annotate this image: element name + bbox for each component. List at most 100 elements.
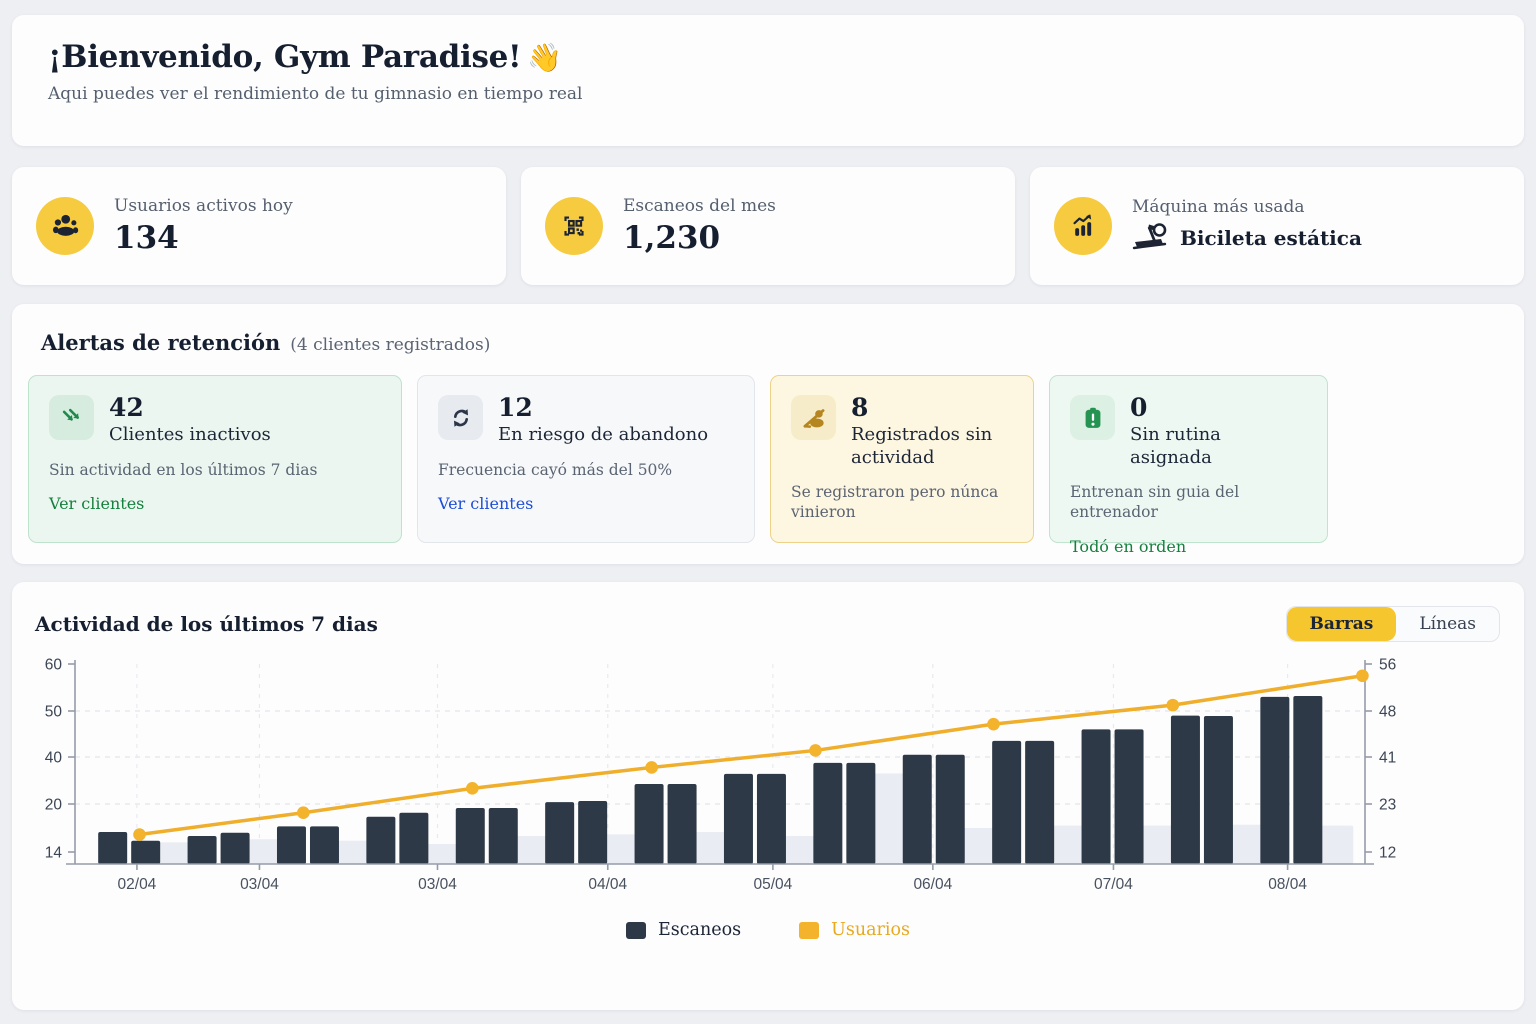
- bar-escaneos: [1203, 716, 1233, 864]
- bar-escaneos: [813, 762, 843, 864]
- welcome-banner: ¡Bienvenido, Gym Paradise! 👋 Aqui puedes …: [12, 15, 1524, 146]
- x-axis-tick: 07/04: [1094, 876, 1133, 893]
- bar-background: [157, 842, 192, 864]
- right-axis-tick: 48: [1379, 704, 1396, 721]
- alert-count: 8: [851, 393, 869, 422]
- bar-escaneos: [187, 836, 217, 864]
- alert-card-churn-risk: 12 En riesgo de abandono Frecuencia cayó…: [417, 375, 755, 543]
- user-slash-icon: [791, 395, 836, 440]
- alert-description: Sin actividad en los últimos 7 dias: [49, 460, 318, 479]
- left-axis-tick: 40: [45, 750, 63, 767]
- alert-description: Frecuencia cayó más del 50%: [438, 460, 673, 479]
- bar-background: [961, 828, 996, 864]
- escaneos-swatch: [625, 921, 646, 939]
- page-title: ¡Bienvenido, Gym Paradise! 👋: [48, 39, 1488, 75]
- right-axis-tick: 12: [1379, 845, 1396, 862]
- refresh-icon: [438, 395, 483, 440]
- chart-title: Actividad de los últimos 7 dias: [35, 612, 378, 636]
- bar-escaneos: [846, 762, 876, 864]
- alert-count: 12: [498, 393, 533, 422]
- chart-up-icon: [1054, 197, 1112, 255]
- alerts-section-title: Alertas de retención: [41, 330, 281, 355]
- view-clients-link[interactable]: Ver clientes: [438, 493, 534, 513]
- bar-escaneos: [488, 808, 518, 864]
- view-clients-link[interactable]: Ver clientes: [49, 493, 145, 513]
- bar-background: [514, 836, 549, 864]
- stat-label: Usuarios activos hoy: [114, 196, 293, 216]
- bar-escaneos: [545, 802, 575, 864]
- bar-escaneos: [455, 808, 485, 864]
- legend-label: Usuarios: [831, 920, 911, 940]
- bar-escaneos: [992, 740, 1022, 864]
- right-axis-tick: 23: [1379, 797, 1396, 814]
- alert-title: Registrados sin actividad: [851, 424, 993, 468]
- bar-background: [1319, 825, 1354, 864]
- treadmill-icon: [1132, 221, 1170, 255]
- line-point-usuarios: [297, 806, 310, 820]
- bar-background: [1051, 825, 1086, 864]
- alert-title: En riesgo de abandono: [498, 424, 709, 446]
- chart-legend: Escaneos Usuarios: [12, 920, 1524, 940]
- alert-description: Se registraron pero núnca vinieron: [791, 483, 999, 522]
- stat-label: Máquina más usada: [1132, 197, 1305, 217]
- bar-escaneos: [634, 784, 664, 864]
- right-axis-tick: 41: [1379, 750, 1396, 767]
- usuarios-swatch: [799, 921, 820, 939]
- bar-background: [1140, 825, 1175, 864]
- stat-value: 1,230: [623, 220, 721, 256]
- stats-row: Usuarios activos hoy 134 Escaneos del me…: [12, 167, 1524, 285]
- trending-down-icon: [49, 395, 94, 440]
- bar-background: [604, 834, 639, 864]
- stat-label: Escaneos del mes: [623, 196, 776, 216]
- bar-escaneos: [1025, 740, 1055, 864]
- x-axis-tick: 03/04: [240, 876, 279, 893]
- alert-card-registered-no-activity: 8 Registrados sin actividad Se registrar…: [770, 375, 1034, 543]
- bar-background: [782, 836, 817, 864]
- x-axis-tick: 03/04: [418, 876, 457, 893]
- activity-chart: 60 50 40 20 14 56 48 41 23 12 02/04 03/04 03/04 04/04…: [45, 657, 1397, 894]
- x-axis-tick: 06/04: [913, 876, 952, 893]
- alert-card-inactive-clients: 42 Clientes inactivos Sin actividad en l…: [28, 375, 402, 543]
- alert-description: Entrenan sin guia del entrenador: [1070, 483, 1240, 522]
- bar-escaneos: [902, 754, 932, 864]
- line-point-usuarios: [987, 717, 1000, 731]
- bar-escaneos: [276, 826, 306, 864]
- bar-background: [425, 844, 460, 864]
- stat-value: Bicileta estática: [1180, 226, 1362, 250]
- bar-escaneos: [723, 773, 753, 864]
- line-point-usuarios: [466, 782, 479, 795]
- bar-escaneos: [309, 826, 339, 864]
- toggle-lines-button[interactable]: Líneas: [1396, 607, 1499, 641]
- bar-escaneos: [667, 784, 697, 864]
- x-axis-tick: 08/04: [1268, 876, 1307, 893]
- chart-view-toggle: Barras Líneas: [1285, 606, 1500, 642]
- legend-item-usuarios: Usuarios: [799, 920, 910, 940]
- bar-background: [1229, 824, 1264, 864]
- clipboard-alert-icon: [1070, 395, 1115, 440]
- bar-escaneos: [578, 800, 608, 864]
- qr-scan-icon: [545, 197, 603, 255]
- left-axis-tick: 14: [45, 845, 63, 862]
- users-icon: [36, 197, 94, 255]
- bar-escaneos: [399, 812, 429, 864]
- toggle-bars-button[interactable]: Barras: [1286, 607, 1397, 641]
- bar-background: [335, 840, 370, 864]
- page-title-text: ¡Bienvenido, Gym Paradise!: [48, 39, 522, 75]
- bar-escaneos: [935, 754, 965, 864]
- line-point-usuarios: [645, 761, 658, 774]
- activity-chart-section: Actividad de los últimos 7 dias Barras L…: [12, 582, 1524, 1010]
- bar-escaneos: [220, 832, 250, 864]
- stat-card-top-machine: Máquina más usada Bicileta estática: [1030, 167, 1524, 285]
- line-point-usuarios: [1356, 669, 1369, 683]
- alert-count: 42: [109, 393, 144, 422]
- bar-escaneos: [1260, 696, 1290, 864]
- alert-count: 0: [1130, 393, 1148, 422]
- line-point-usuarios: [133, 828, 146, 841]
- stat-card-active-users: Usuarios activos hoy 134: [12, 167, 506, 285]
- stat-value: 134: [114, 220, 179, 256]
- x-axis-tick: 02/04: [118, 876, 157, 893]
- stat-card-month-scans: Escaneos del mes 1,230: [521, 167, 1015, 285]
- bar-escaneos: [1293, 695, 1323, 864]
- bar-escaneos: [1081, 729, 1111, 864]
- alert-title: Sin rutina asignada: [1130, 424, 1221, 468]
